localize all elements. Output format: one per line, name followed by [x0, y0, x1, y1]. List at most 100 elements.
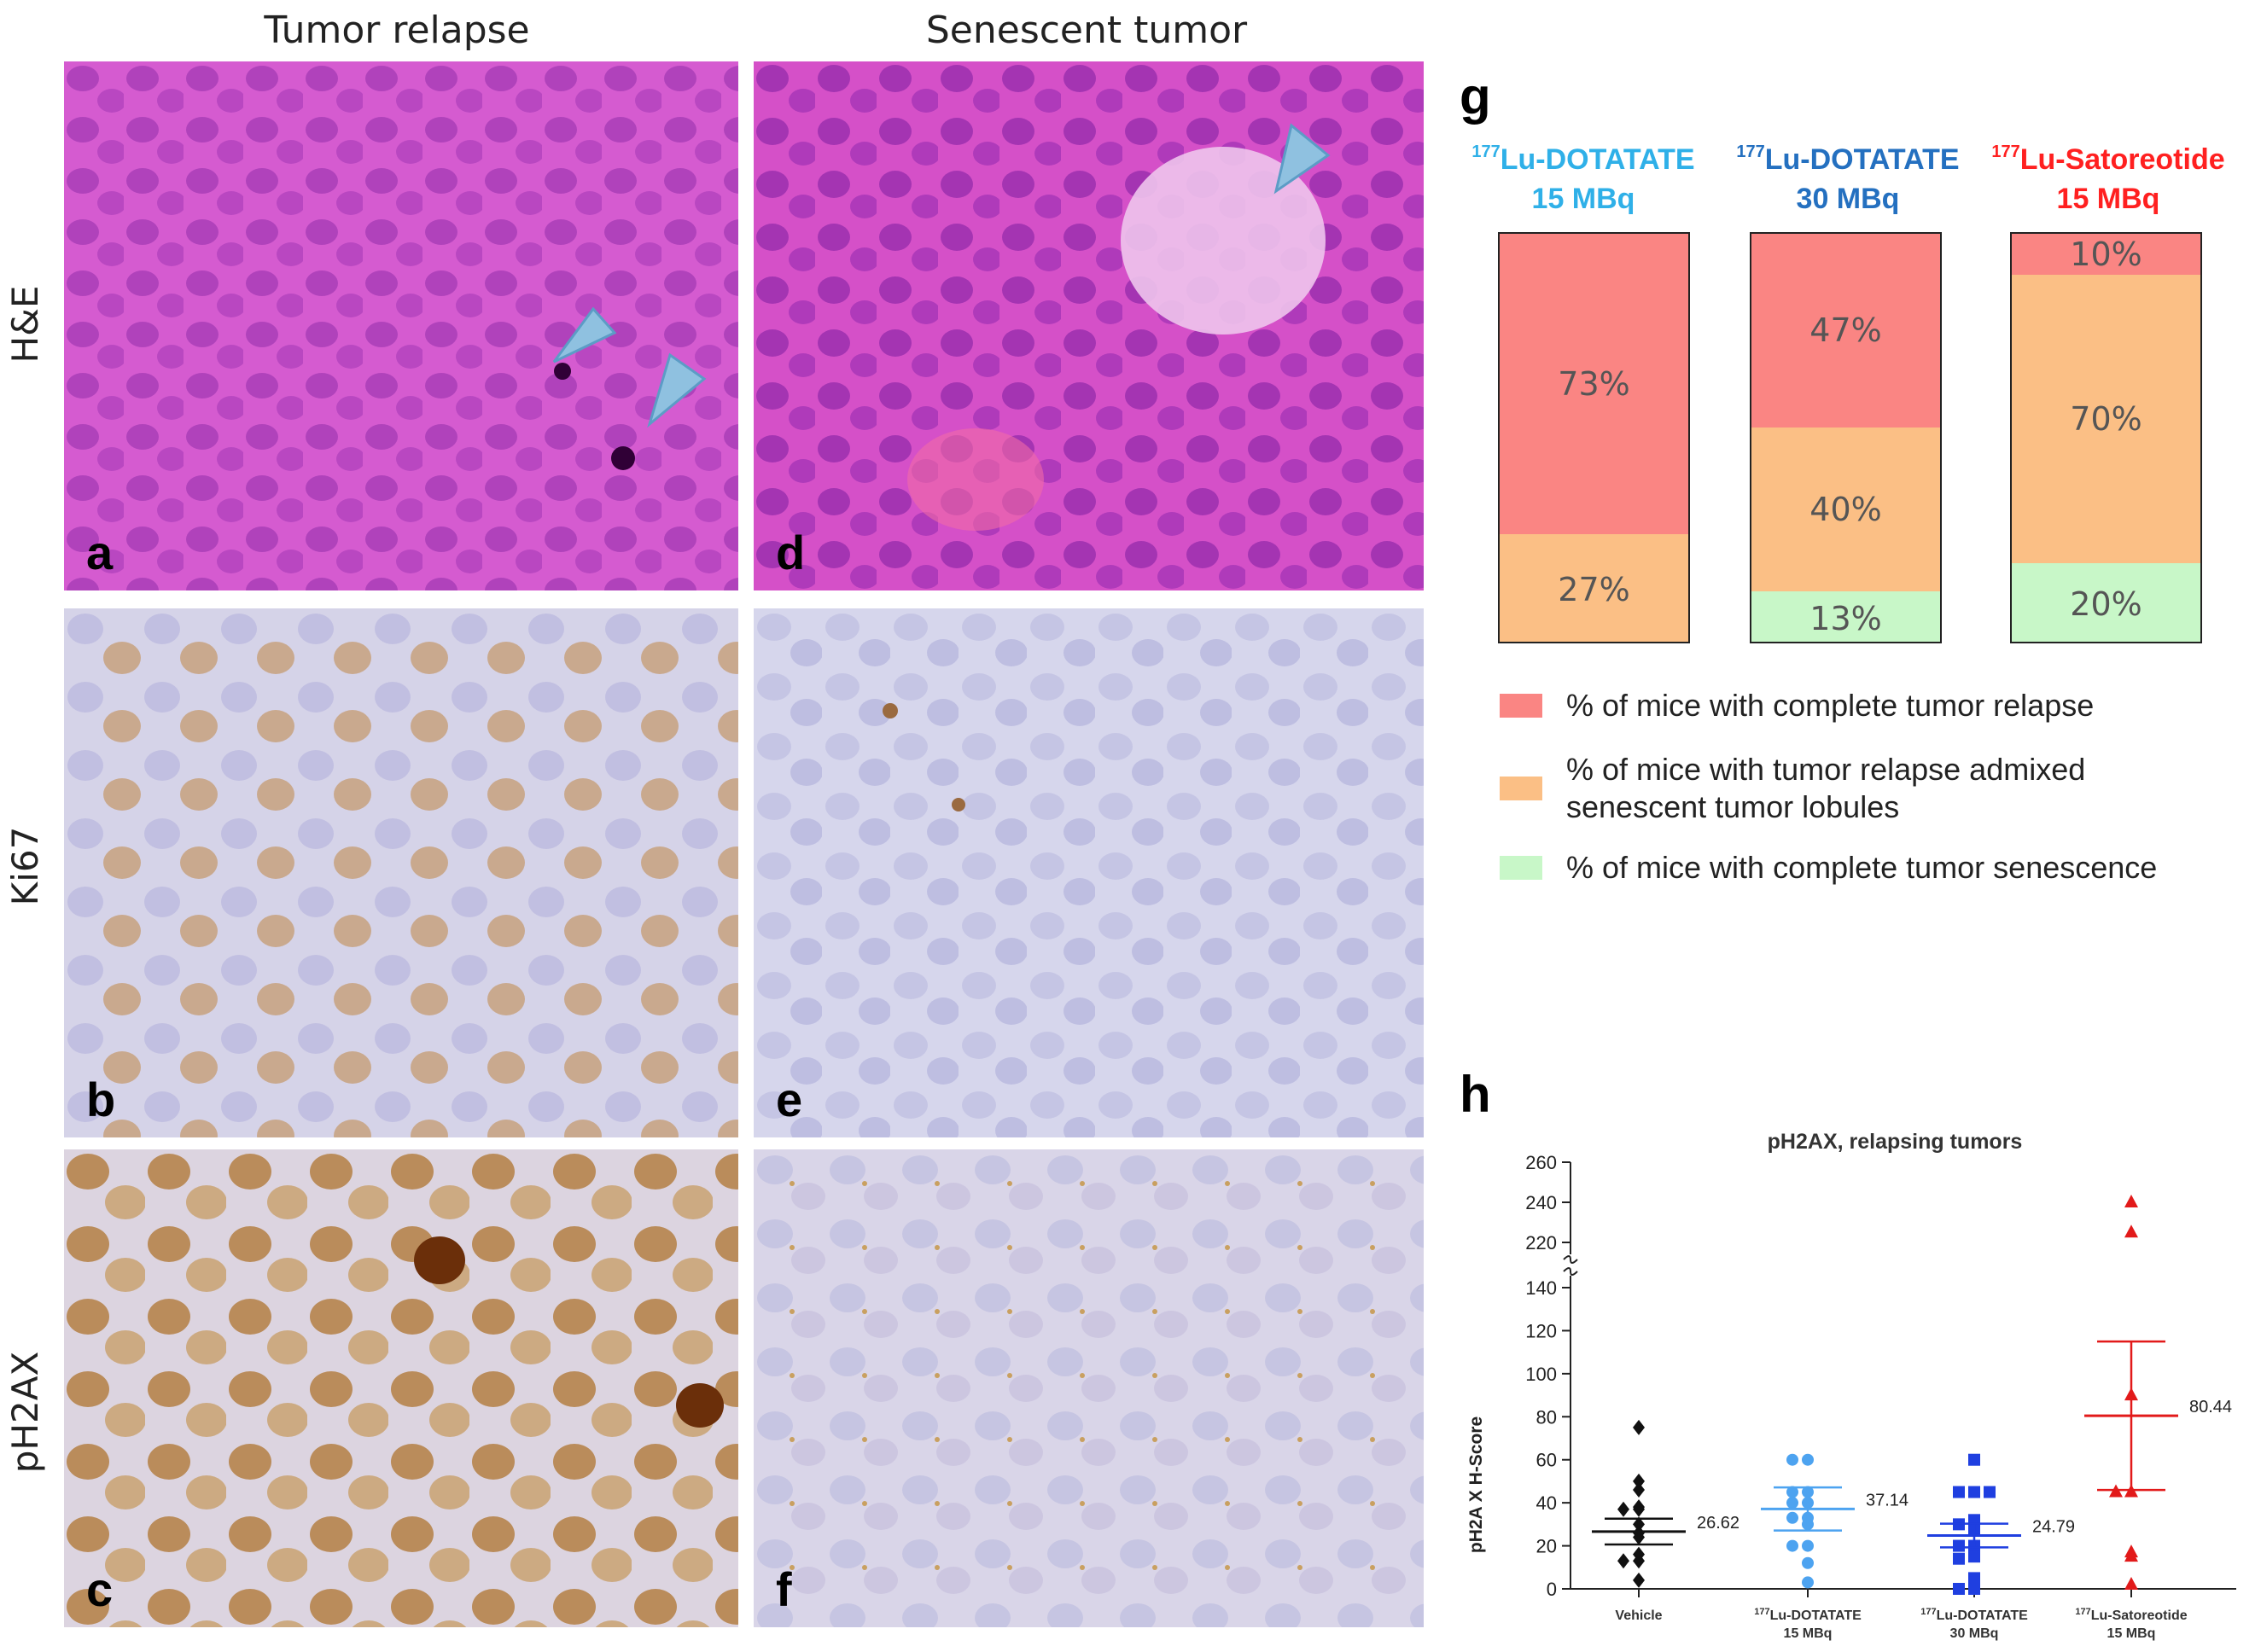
x-tick-label-name: Lu-Satoreotide — [2091, 1608, 2188, 1623]
x-tick-label: 177Lu-DOTATATE — [1920, 1607, 2028, 1623]
panel-letter-h: h — [1460, 1066, 1491, 1123]
bar-header-dose: 30 MBq — [1796, 183, 1900, 215]
data-point — [1786, 1511, 1798, 1524]
data-point — [2124, 1195, 2138, 1207]
data-point — [1802, 1576, 1814, 1589]
bar-header-0: 177Lu-DOTATATE 15 MBq — [1447, 132, 1720, 218]
data-point — [1786, 1497, 1798, 1509]
legend-line: % of mice with complete tumor senescence — [1566, 850, 2158, 885]
data-point — [1984, 1486, 1996, 1498]
bar-header-1: 177Lu-DOTATATE 30 MBq — [1711, 132, 1984, 218]
y-tick-label: 0 — [1547, 1579, 1557, 1600]
axis-break-mark — [1563, 1255, 1578, 1264]
axis-break-mark — [1563, 1267, 1578, 1276]
x-tick-label-dose: 15 MBq — [2107, 1626, 2156, 1641]
micrograph-panel-a: a — [64, 61, 738, 590]
row-label-ki67: Ki67 — [4, 826, 46, 906]
y-tick-label: 100 — [1525, 1364, 1557, 1385]
ki67-tissue-texture-e — [754, 608, 1424, 1137]
data-point — [1802, 1453, 1814, 1466]
mean-value-label: 26.62 — [1697, 1514, 1739, 1533]
data-point — [1633, 1419, 1645, 1435]
legend-swatch-senescence — [1500, 856, 1542, 880]
column-title-senescent-tumor: Senescent tumor — [925, 9, 1248, 52]
x-tick-label-dose: 30 MBq — [1950, 1626, 1999, 1641]
chart-title: pH2AX, relapsing tumors — [1768, 1130, 2023, 1154]
panel-letter-c: c — [86, 1562, 114, 1616]
micrograph-panel-c: c — [64, 1149, 738, 1627]
scatter-chart: pH2AX, relapsing tumors pH2A X H-Score 0 20… — [1466, 1130, 2236, 1641]
legend-line: senescent tumor lobules — [1566, 789, 1900, 824]
row-label-ph2ax: pH2AX — [4, 1351, 46, 1474]
y-tick-label: 80 — [1536, 1406, 1557, 1428]
isotope-superscript: 177 — [1471, 143, 1501, 161]
micrograph-panel-d: d — [754, 61, 1424, 590]
y-tick-label: 60 — [1536, 1450, 1557, 1471]
data-point — [1953, 1539, 1965, 1552]
y-tick-label: 220 — [1525, 1232, 1557, 1254]
data-point — [2124, 1549, 2138, 1562]
isotope-superscript: 177 — [1754, 1607, 1769, 1617]
data-point — [1633, 1553, 1645, 1569]
legend-swatch-admixed — [1500, 777, 1542, 800]
x-tick-label: 177Lu-DOTATATE — [1754, 1607, 1862, 1623]
micrograph-panel-e: e — [754, 608, 1424, 1137]
stacked-bar-1: 47% 40% 13% — [1750, 232, 1942, 643]
legend-line: % of mice with tumor relapse admixed — [1566, 752, 2086, 787]
agent-name: Lu-Satoreotide — [2019, 143, 2225, 176]
data-point — [1968, 1583, 1980, 1595]
data-point — [1953, 1583, 1965, 1595]
x-tick-label-name: Lu-DOTATATE — [1937, 1608, 2029, 1623]
bar-header-agent: 177Lu-DOTATATE — [1711, 132, 1984, 179]
data-point — [1617, 1501, 1629, 1517]
row-label-he: H&E — [4, 285, 46, 364]
data-point — [1968, 1453, 1980, 1466]
data-point — [1968, 1486, 1980, 1498]
data-point — [1633, 1572, 1645, 1588]
legend-label-complete_relapse: % of mice with complete tumor relapse — [1566, 687, 2094, 724]
data-point — [2124, 1224, 2138, 1238]
isotope-superscript: 177 — [1920, 1607, 1936, 1617]
bar-segment-admixed: 40% — [1751, 427, 1940, 592]
data-point — [1633, 1501, 1645, 1517]
legend-label-admixed: % of mice with tumor relapse admixed sene… — [1566, 751, 2085, 826]
isotope-superscript: 177 — [1991, 143, 2020, 161]
bar-segment-complete_relapse: 47% — [1751, 234, 1940, 428]
x-tick-label: 177Lu-Satoreotide — [2075, 1607, 2187, 1623]
panel-letter-b: b — [86, 1073, 116, 1126]
panel-letter-a: a — [86, 526, 114, 579]
he-tissue-texture-d — [754, 61, 1424, 590]
data-point — [1633, 1482, 1645, 1498]
bar-segment-senescence: 13% — [1751, 591, 1940, 642]
isotope-superscript: 177 — [2075, 1607, 2090, 1617]
ki67-tissue-texture-b — [64, 608, 738, 1137]
y-tick-label: 260 — [1525, 1152, 1557, 1173]
ph2ax-tissue-texture-f — [754, 1149, 1424, 1627]
data-point — [1633, 1473, 1645, 1489]
bar-segment-senescence: 20% — [2012, 562, 2200, 642]
bar-segment-admixed: 70% — [2012, 275, 2200, 563]
data-point — [1617, 1553, 1629, 1569]
y-tick-label: 40 — [1536, 1492, 1557, 1514]
column-title-tumor-relapse: Tumor relapse — [264, 9, 530, 52]
he-tissue-texture-a — [64, 61, 738, 590]
x-tick-label: Vehicle — [1615, 1608, 1662, 1623]
mean-value-label: 37.14 — [1866, 1491, 1908, 1509]
y-axis-label: pH2A X H-Score — [1466, 1416, 1486, 1553]
legend-label-senescence: % of mice with complete tumor senescence — [1566, 849, 2157, 887]
bar-segment-complete_relapse: 10% — [2012, 234, 2200, 276]
mean-value-label: 80.44 — [2189, 1398, 2232, 1416]
mean-value-label: 24.79 — [2032, 1517, 2075, 1536]
y-tick-label: 140 — [1525, 1277, 1557, 1299]
bar-segment-complete_relapse: 73% — [1500, 234, 1688, 534]
agent-name: Lu-DOTATATE — [1500, 143, 1695, 176]
legend-line: % of mice with complete tumor relapse — [1566, 688, 2095, 723]
data-point — [2124, 1576, 2138, 1590]
data-point — [1786, 1539, 1798, 1552]
panel-letter-e: e — [776, 1073, 803, 1126]
panel-letter-g: g — [1460, 67, 1491, 125]
bar-header-dose: 15 MBq — [2056, 183, 2160, 215]
data-point — [1786, 1453, 1798, 1466]
ph2ax-tissue-texture-c — [64, 1149, 738, 1627]
bar-header-dose: 15 MBq — [1531, 183, 1635, 215]
